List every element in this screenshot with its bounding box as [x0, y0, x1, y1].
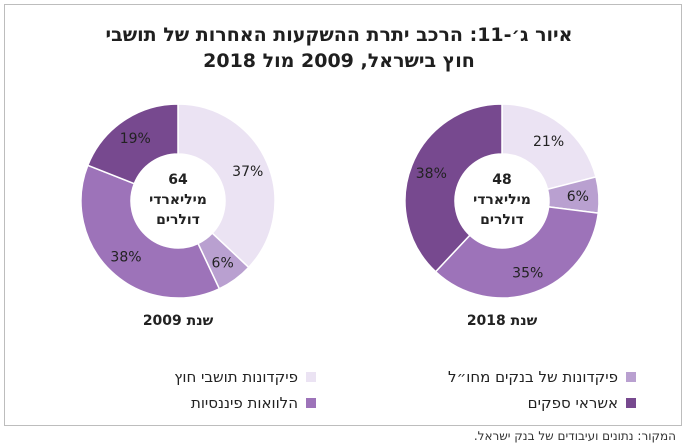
slice-label-2009-3: 19%	[120, 131, 151, 147]
center-label-2018-0: 48	[492, 172, 511, 188]
legend-swatch	[626, 398, 636, 408]
chart-2018-year-label: שנת 2018	[466, 313, 538, 329]
legend-item-nonresident-deposits: פיקדונות תושבי חוץ	[14, 368, 334, 386]
donut-hole-2018	[455, 154, 549, 248]
legend-swatch	[626, 372, 636, 382]
legend-label: פיקדונות של בנקים מחו״ל	[448, 368, 618, 386]
slice-label-2018-2: 35%	[512, 266, 543, 282]
center-label-2009-1: מיליארדי	[149, 192, 207, 208]
slice-label-2018-1: 6%	[567, 189, 589, 205]
donut-hole-2009	[131, 154, 225, 248]
slice-label-2009-2: 38%	[110, 249, 141, 265]
source-note: המקור: נתונים ועיבודים של בנק ישראל.	[473, 429, 676, 443]
slice-label-2018-0: 21%	[533, 134, 564, 150]
center-label-2009-2: דולרים	[156, 212, 200, 228]
slice-2009-0	[177, 103, 276, 269]
figure-title-line2: חוץ בישראל, 2009 מול 2018	[203, 50, 475, 72]
slice-label-2009-0: 37%	[232, 164, 263, 180]
slice-label-2018-3: 38%	[416, 166, 447, 182]
legend-swatch	[306, 398, 316, 408]
figure-title: איור ג׳-11: הרכב יתרת ההשקעות האחרות של …	[14, 22, 664, 74]
legend-swatch	[306, 372, 316, 382]
legend-item-foreign-bank-deposits: פיקדונות של בנקים מחו״ל	[334, 368, 654, 386]
legend-item-supplier-credit: אשראי ספקים	[334, 394, 654, 412]
chart-2009-year-label: שנת 2009	[142, 313, 214, 329]
legend-label: הלוואות פיננסיות	[190, 394, 298, 412]
legend-label: פיקדונות תושבי חוץ	[174, 368, 298, 386]
slice-label-2009-1: 6%	[212, 255, 234, 271]
center-label-2018-2: דולרים	[480, 212, 524, 228]
legend-item-financial-loans: הלוואות פיננסיות	[14, 394, 334, 412]
figure-title-line1: איור ג׳-11: הרכב יתרת ההשקעות האחרות של …	[105, 24, 573, 46]
center-label-2018-1: מיליארדי	[473, 192, 531, 208]
center-label-2009-0: 64	[168, 172, 188, 188]
legend: פיקדונות של בנקים מחו״ל פיקדונות תושבי ח…	[14, 368, 654, 412]
legend-label: אשראי ספקים	[527, 394, 618, 412]
